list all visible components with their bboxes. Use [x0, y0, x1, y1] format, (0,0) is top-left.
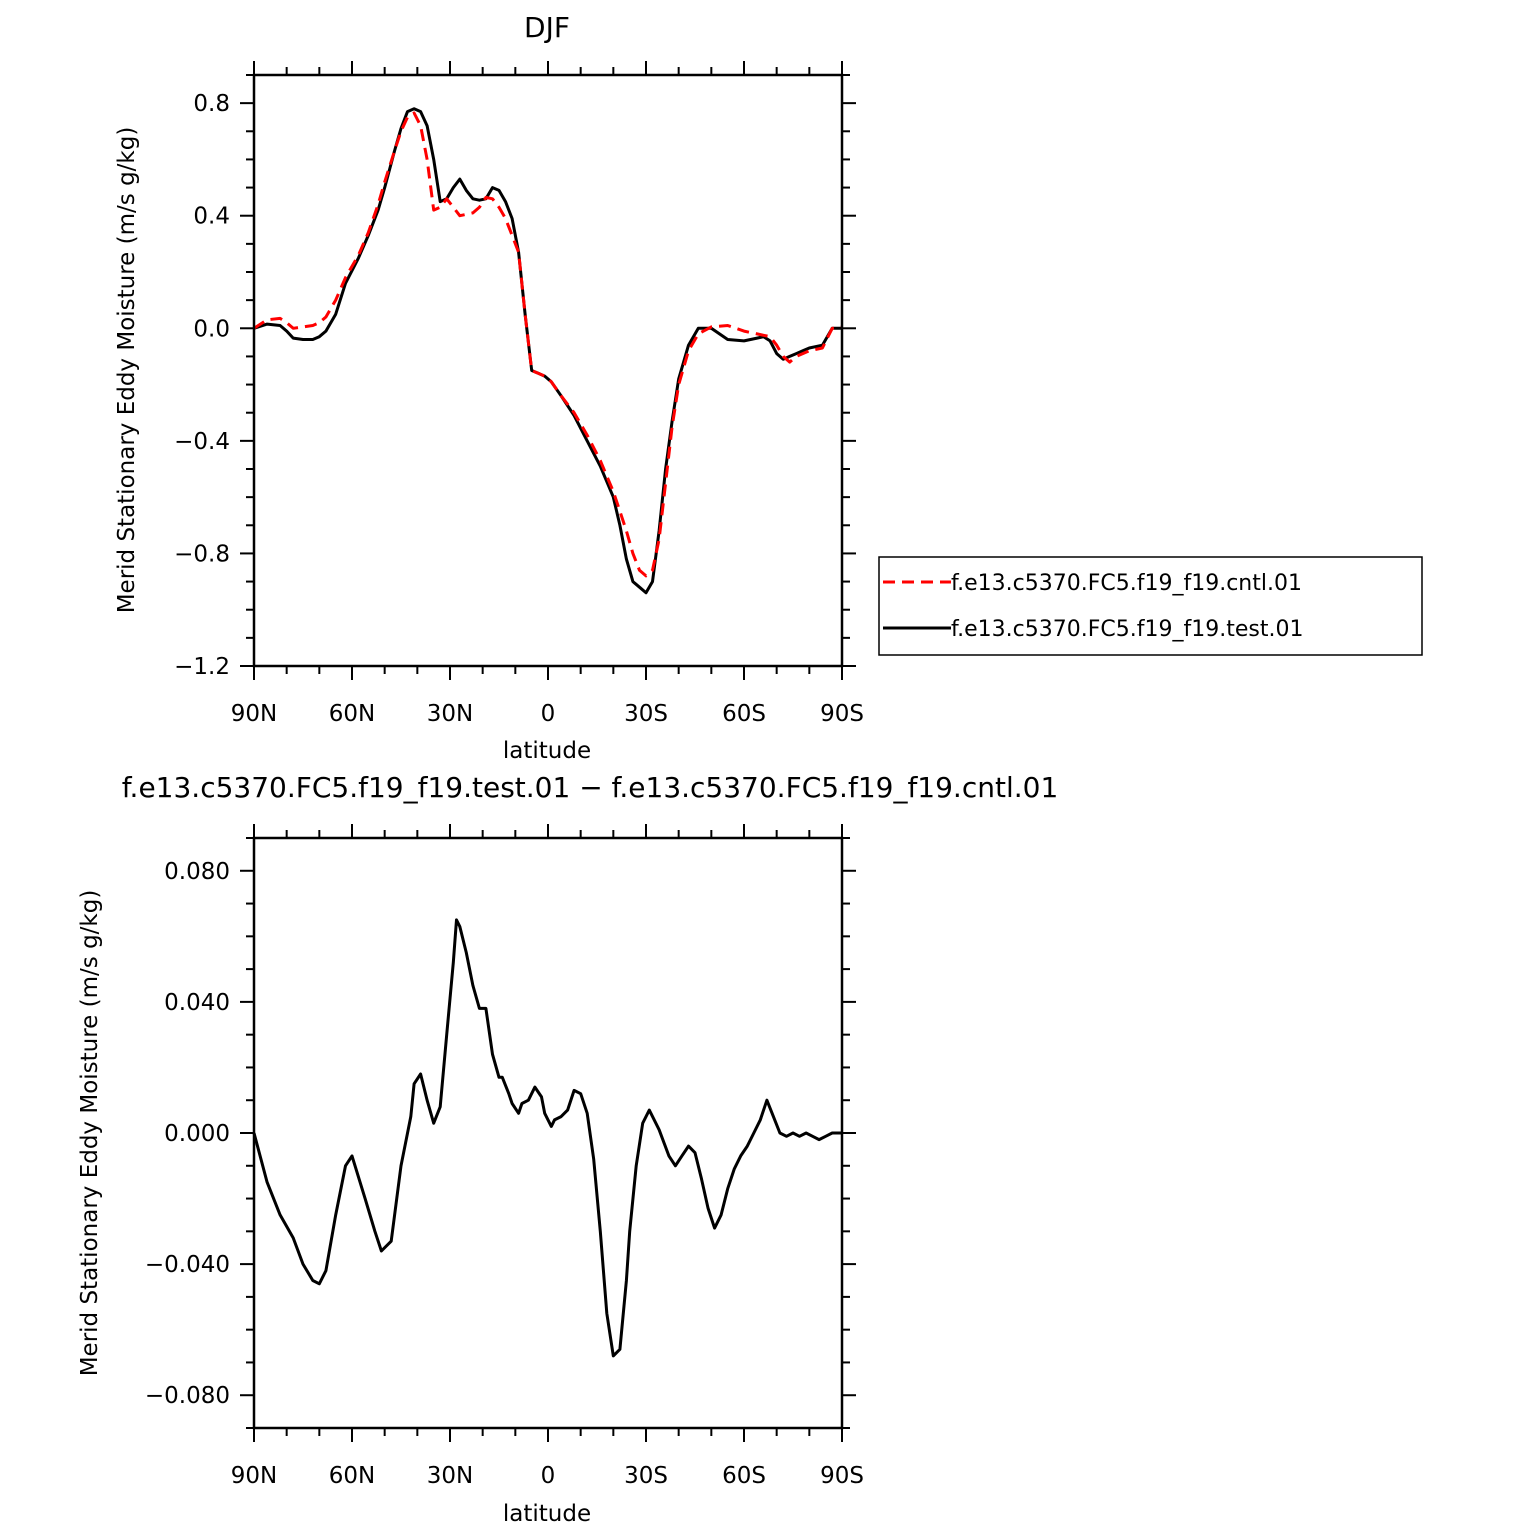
- bottom-y-tick-labels: 0.080 0.040 0.000 −0.040 −0.080: [145, 859, 230, 1409]
- top-series-group: [253, 107, 843, 595]
- top-x-tick-label: 60S: [722, 701, 766, 727]
- top-x-tick-labels: 90N 60N 30N 0 30S 60S 90S: [231, 701, 864, 727]
- top-x-axis-label: latitude: [503, 738, 591, 764]
- top-x-tick-label: 90S: [820, 701, 864, 727]
- bottom-x-tick-label: 30N: [427, 1463, 473, 1489]
- legend-label-test: f.e13.c5370.FC5.f19_f19.test.01: [951, 617, 1303, 642]
- top-series-line-test: [253, 107, 842, 595]
- bottom-y-tick-label: 0.040: [164, 990, 230, 1016]
- top-x-tick-label: 30S: [624, 701, 668, 727]
- top-x-tick-label: 30N: [427, 701, 473, 727]
- bottom-x-axis-label: latitude: [503, 1501, 591, 1527]
- top-chart-title: DJF: [524, 11, 570, 44]
- legend-box: [878, 556, 1423, 656]
- bottom-x-tick-label: 90N: [231, 1463, 277, 1489]
- top-y-tick-label: −0.8: [174, 541, 230, 567]
- bottom-x-tick-label: 60S: [722, 1463, 766, 1489]
- top-y-tick-label: 0.4: [193, 204, 230, 230]
- bottom-y-axis-label: Merid Stationary Eddy Moisture (m/s g/kg…: [77, 890, 103, 1377]
- bottom-y-tick-label: −0.040: [145, 1252, 230, 1278]
- bottom-x-tick-label: 0: [541, 1463, 556, 1489]
- bottom-plot-frame: [252, 836, 844, 1430]
- top-x-tick-label: 0: [541, 701, 556, 727]
- top-y-tick-label: −1.2: [174, 654, 230, 680]
- bottom-series-line-diff: [252, 918, 842, 1358]
- top-panel: DJF 90N 60N 30N 0 30S 60S 90S 0.8 0.4 0.0 −0.4 −0.…: [114, 11, 1423, 764]
- top-plot-frame: [252, 73, 844, 668]
- top-y-tick-label: 0.8: [193, 91, 230, 117]
- bottom-y-tick-label: 0.000: [164, 1121, 230, 1147]
- bottom-y-tick-label: −0.080: [145, 1383, 230, 1409]
- bottom-chart-title: f.e13.c5370.FC5.f19_f19.test.01 − f.e13.…: [122, 771, 1059, 804]
- top-y-tick-label: −0.4: [174, 429, 230, 455]
- top-y-axis-label: Merid Stationary Eddy Moisture (m/s g/kg…: [114, 127, 140, 614]
- bottom-x-tick-label: 60N: [329, 1463, 375, 1489]
- bottom-axis-ticks: [240, 824, 856, 1442]
- bottom-x-tick-label: 90S: [820, 1463, 864, 1489]
- legend-label-cntl: f.e13.c5370.FC5.f19_f19.cntl.01: [951, 571, 1302, 596]
- top-y-tick-labels: 0.8 0.4 0.0 −0.4 −0.8 −1.2: [174, 91, 230, 680]
- bottom-series-group: [252, 918, 842, 1358]
- bottom-x-tick-label: 30S: [624, 1463, 668, 1489]
- bottom-y-tick-label: 0.080: [164, 859, 230, 885]
- bottom-panel: f.e13.c5370.FC5.f19_f19.test.01 − f.e13.…: [77, 771, 1058, 1527]
- top-x-tick-label: 60N: [329, 701, 375, 727]
- bottom-x-tick-labels: 90N 60N 30N 0 30S 60S 90S: [231, 1463, 864, 1489]
- top-x-tick-label: 90N: [231, 701, 277, 727]
- legend: f.e13.c5370.FC5.f19_f19.cntl.01 f.e13.c5…: [878, 556, 1423, 656]
- top-series-line-cntl: [253, 111, 843, 578]
- top-axis-ticks: [240, 61, 856, 680]
- top-y-tick-label: 0.0: [193, 316, 230, 342]
